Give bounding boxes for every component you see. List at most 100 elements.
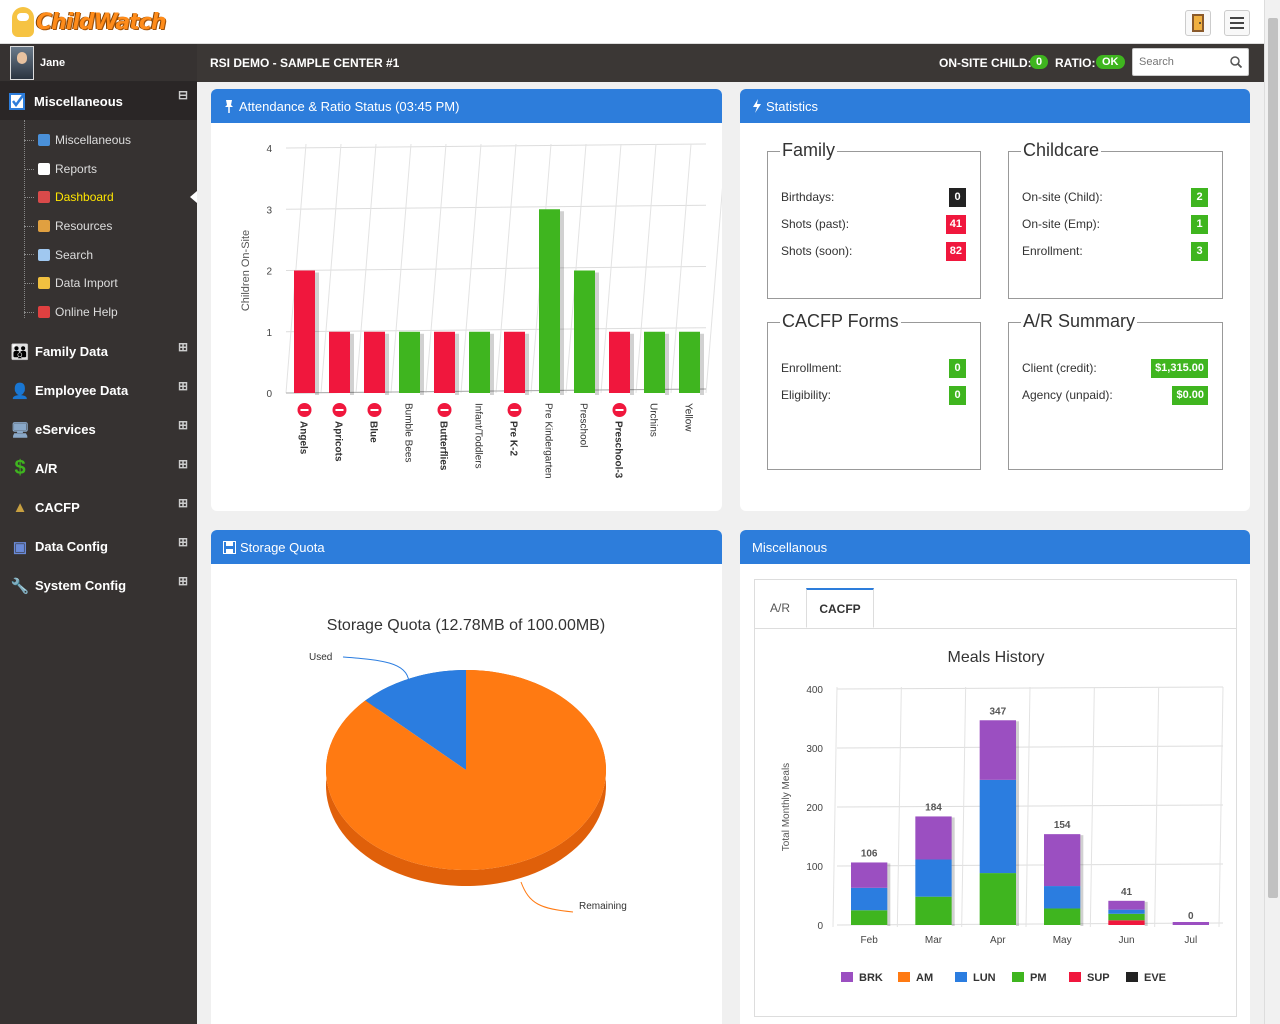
sidebar-section-family-data[interactable]: 👪 Family Data ⊞ bbox=[0, 332, 197, 371]
bar-infant-toddlers bbox=[469, 331, 490, 393]
bar-side bbox=[490, 333, 494, 395]
alert-icon-bar bbox=[300, 409, 309, 411]
search-box[interactable] bbox=[1132, 48, 1249, 76]
y-tick-label: 200 bbox=[806, 803, 823, 814]
sidebar-item-search[interactable]: Search bbox=[0, 240, 197, 269]
expand-toggle-icon[interactable]: ⊞ bbox=[178, 535, 189, 550]
bar-side bbox=[665, 333, 669, 395]
x-axis-line bbox=[285, 388, 707, 394]
legend-label-brk: BRK bbox=[859, 972, 883, 984]
sidebar-section-data-config[interactable]: ▣ Data Config ⊞ bbox=[0, 527, 197, 566]
stats-count-badge[interactable]: 3 bbox=[1191, 242, 1208, 261]
sidebar-section-cacfp[interactable]: ▲ CACFP ⊞ bbox=[0, 488, 197, 527]
tab-cacfp[interactable]: CACFP bbox=[806, 588, 874, 628]
bar-side bbox=[1144, 921, 1148, 926]
stats-count-badge[interactable]: 0 bbox=[949, 359, 966, 378]
y-tick-label: 3 bbox=[266, 205, 272, 216]
sidebar-section-a-r[interactable]: $ A/R ⊞ bbox=[0, 449, 197, 488]
bar-pre-k-2 bbox=[504, 331, 525, 393]
sidebar-item-label: Search bbox=[55, 247, 94, 262]
search-input[interactable] bbox=[1139, 54, 1223, 70]
bar-side bbox=[951, 817, 955, 861]
sidebar-item-label: Miscellaneous bbox=[55, 133, 132, 148]
gridline bbox=[836, 922, 1224, 926]
bar-total-label: 347 bbox=[989, 706, 1006, 717]
legend-label-am: AM bbox=[916, 972, 933, 984]
gridline bbox=[285, 266, 707, 271]
user-panel[interactable]: Jane bbox=[0, 44, 197, 82]
ratio-badge: OK bbox=[1096, 55, 1125, 69]
checklist-icon bbox=[8, 91, 28, 111]
gridline bbox=[390, 143, 412, 394]
stats-count-badge[interactable]: 2 bbox=[1191, 188, 1208, 207]
center-name: RSI DEMO - SAMPLE CENTER #1 bbox=[210, 56, 400, 70]
legend-label-eve: EVE bbox=[1144, 972, 1166, 984]
bar-side bbox=[315, 272, 319, 395]
x-tick-label: Infant/Toddlers bbox=[473, 403, 484, 469]
search-icon[interactable] bbox=[1230, 56, 1242, 68]
expand-toggle-icon[interactable]: ⊞ bbox=[178, 457, 189, 472]
top-bar: ChildWatch bbox=[0, 0, 1264, 44]
bar-side bbox=[525, 333, 529, 395]
pie-slice-remaining bbox=[326, 670, 606, 870]
sidebar-item-dashboard[interactable]: Dashboard bbox=[0, 183, 197, 212]
expand-toggle-icon[interactable]: ⊞ bbox=[178, 496, 189, 511]
bar-segment-pm-may bbox=[1044, 908, 1081, 925]
tab-ar[interactable]: A/R bbox=[769, 601, 790, 615]
sidebar-section-label: Employee Data bbox=[35, 383, 129, 399]
gridline bbox=[285, 327, 707, 333]
legend-swatch-lun bbox=[955, 972, 967, 982]
onsite-child-label: ON-SITE CHILD: bbox=[939, 56, 1032, 70]
x-tick-label: Mar bbox=[925, 935, 943, 946]
sidebar-item-data-import[interactable]: Data Import bbox=[0, 269, 197, 298]
door-exit-button[interactable] bbox=[1185, 10, 1211, 36]
dollar-icon: $ bbox=[14, 457, 26, 480]
expand-toggle-icon[interactable]: ⊞ bbox=[178, 418, 189, 433]
bar-apricots bbox=[329, 331, 350, 393]
sidebar-item-miscellaneous[interactable]: Miscellaneous bbox=[0, 126, 197, 155]
sidebar-item-online-help[interactable]: Online Help bbox=[0, 298, 197, 327]
legend-label-sup: SUP bbox=[1087, 972, 1110, 984]
bar-yellow bbox=[679, 331, 700, 393]
sidebar-item-label: Data Import bbox=[55, 276, 118, 291]
sidebar-section-system-config[interactable]: 🔧 System Config ⊞ bbox=[0, 566, 197, 605]
stats-count-badge[interactable]: 82 bbox=[945, 242, 966, 261]
sidebar-item-reports[interactable]: Reports bbox=[0, 155, 197, 184]
storage-panel-header: Storage Quota bbox=[211, 530, 722, 564]
stats-label-enrollment: Enrollment: bbox=[781, 361, 842, 375]
stats-count-badge[interactable]: $0.00 bbox=[1172, 386, 1208, 405]
stats-count-badge[interactable]: 0 bbox=[949, 386, 966, 405]
bar-total-label: 154 bbox=[1054, 820, 1071, 831]
hamburger-menu-button[interactable] bbox=[1224, 10, 1250, 36]
miscellaneous-panel: Miscellanous A/R CACFP Meals History 0 100… bbox=[740, 530, 1250, 1024]
stats-count-badge[interactable]: 0 bbox=[949, 188, 966, 207]
expand-toggle-icon[interactable]: ⊞ bbox=[178, 379, 189, 394]
page-scrollbar[interactable] bbox=[1264, 0, 1280, 1024]
y-tick-label: 300 bbox=[806, 744, 823, 755]
expand-toggle-icon[interactable]: ⊞ bbox=[178, 340, 189, 355]
statistics-panel: Statistics Family Birthdays: 0 Shots (past)… bbox=[740, 89, 1250, 511]
alert-icon-bar bbox=[510, 409, 519, 411]
sidebar-section-eservices[interactable]: 🖥 eServices ⊞ bbox=[0, 410, 197, 449]
gridline bbox=[565, 143, 587, 394]
sidebar-item-resources[interactable]: Resources bbox=[0, 212, 197, 241]
stats-count-badge[interactable]: 1 bbox=[1191, 215, 1208, 234]
menu-icon bbox=[1230, 17, 1244, 29]
meals-chart-title: Meals History bbox=[948, 649, 1045, 666]
bar-side bbox=[385, 333, 389, 395]
sidebar-item-label: Dashboard bbox=[55, 190, 114, 205]
collapse-toggle-icon[interactable]: ⊟ bbox=[178, 88, 189, 102]
stats-count-badge[interactable]: 41 bbox=[945, 215, 966, 234]
gridline bbox=[1218, 686, 1224, 928]
x-tick-label: Yellow bbox=[683, 403, 694, 432]
bar-side bbox=[951, 860, 955, 898]
scrollbar-thumb[interactable] bbox=[1268, 18, 1278, 898]
sidebar-section-employee-data[interactable]: 👤 Employee Data ⊞ bbox=[0, 371, 197, 410]
pie-slice-used bbox=[365, 670, 466, 770]
gridline bbox=[705, 187, 722, 394]
stats-group-ar: A/R Summary Client (credit): $1,315.00 Agen… bbox=[1008, 311, 1223, 470]
sidebar-section-miscellaneous[interactable]: Miscellaneous ⊟ bbox=[0, 82, 197, 120]
stats-count-badge[interactable]: $1,315.00 bbox=[1151, 359, 1208, 378]
app-logo[interactable]: ChildWatch bbox=[12, 4, 166, 40]
expand-toggle-icon[interactable]: ⊞ bbox=[178, 574, 189, 589]
